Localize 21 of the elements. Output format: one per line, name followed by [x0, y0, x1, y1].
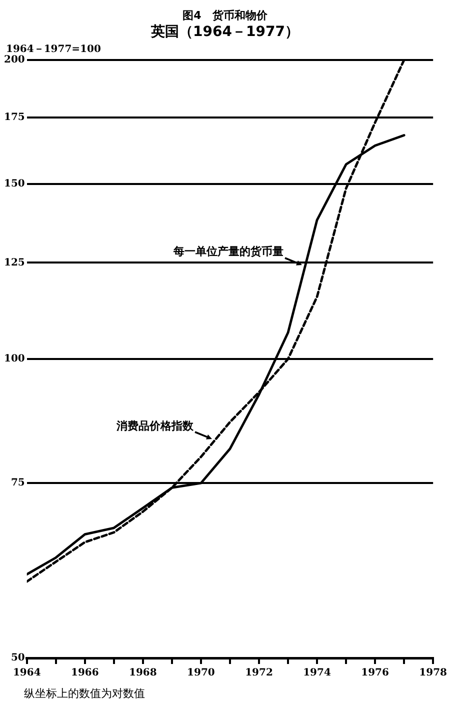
chart-title: 图4 货币和物价: [182, 8, 268, 23]
x-tick-label: 1966: [70, 668, 99, 679]
y-tick-label: 100: [4, 354, 25, 365]
x-tick-label: 1970: [187, 668, 215, 679]
y-tick-label: 200: [4, 54, 25, 66]
y-tick-label: 150: [4, 178, 25, 190]
x-tick-label: 1974: [303, 668, 331, 679]
series-label: 消费品价格指数: [115, 419, 194, 432]
x-tick-label: 1964: [12, 668, 41, 679]
y-tick-label: 125: [4, 257, 25, 268]
y-tick-label: 75: [10, 478, 25, 489]
x-tick-label: 1976: [361, 668, 390, 679]
text: 每一单位产量的货币量: [172, 244, 284, 258]
x-tick-label: 1968: [129, 668, 157, 679]
text: 纵坐标上的数值为对数值: [24, 686, 145, 701]
y-axis-title: 1964－1977=100: [6, 43, 101, 55]
x-tick-label: 1972: [245, 668, 273, 679]
chart-subtitle: 英国（1964－1977）: [150, 23, 300, 41]
y-tick-label: 175: [4, 112, 25, 124]
x-tick-label: 1978: [419, 668, 448, 679]
y-tick-label: 50: [10, 652, 25, 664]
